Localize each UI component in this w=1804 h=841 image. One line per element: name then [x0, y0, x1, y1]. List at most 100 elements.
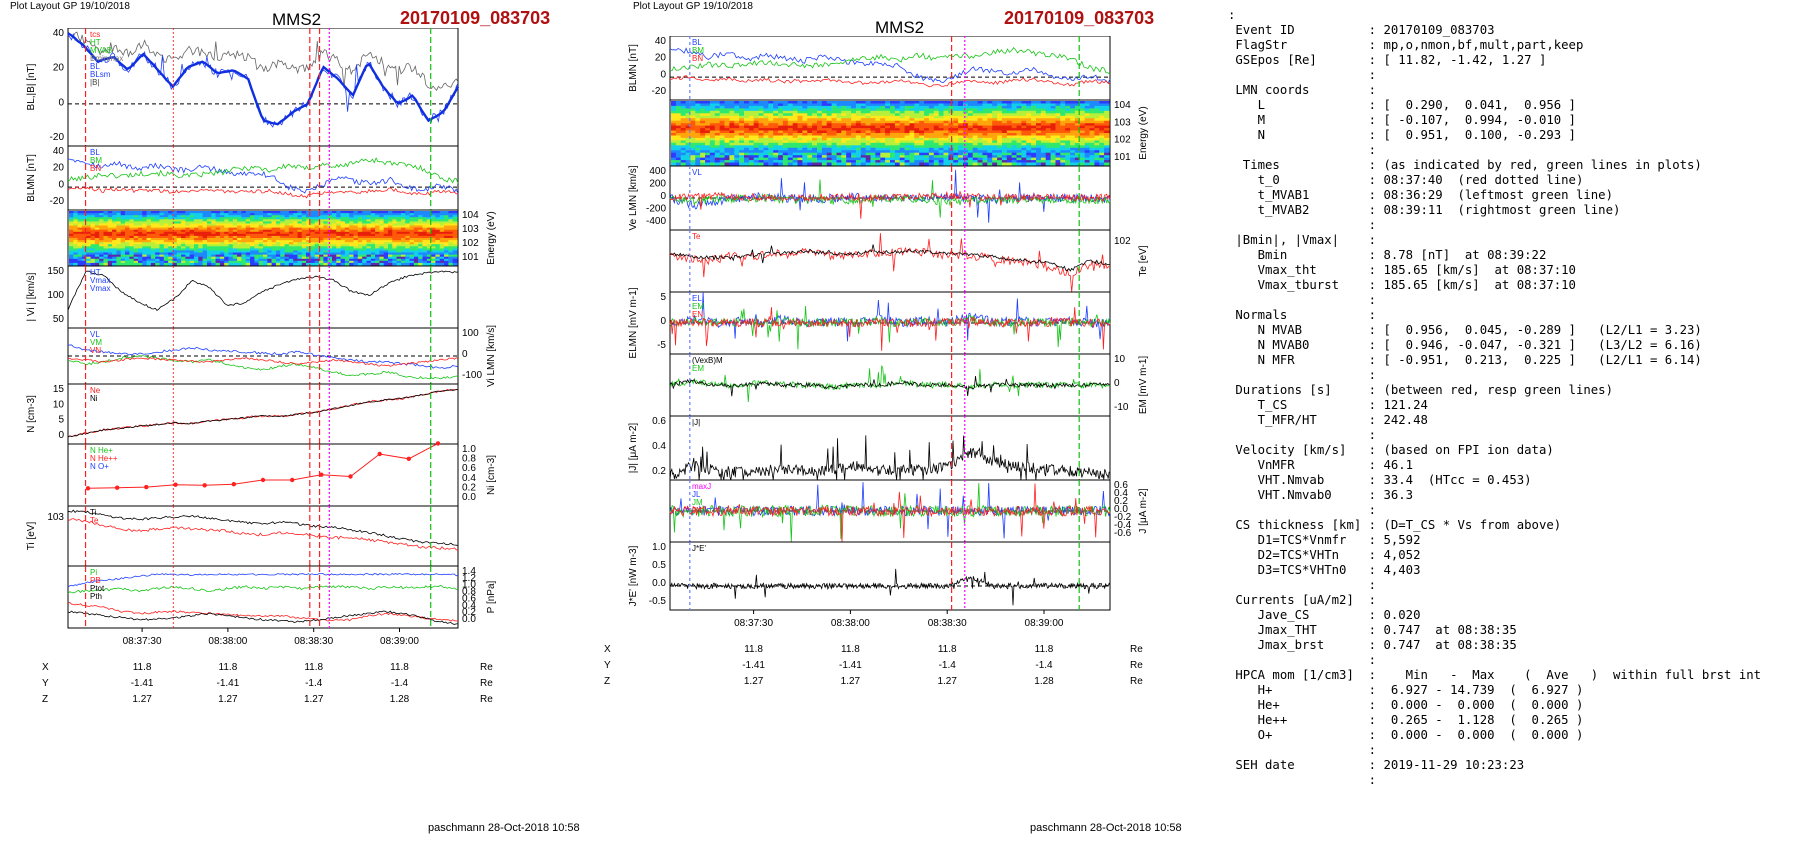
spectrogram-cell — [729, 118, 735, 122]
spectrogram-cell — [94, 213, 100, 216]
spectrogram-cell — [855, 162, 862, 166]
spectrogram-cell — [77, 238, 83, 241]
spectrogram-cell — [340, 248, 346, 252]
spectrogram-cell — [69, 242, 74, 245]
spectrogram-cell — [125, 235, 130, 239]
spectrogram-cell — [224, 219, 230, 222]
spectrogram-cell — [885, 123, 891, 127]
spectrogram-cell — [1031, 145, 1037, 149]
spectrogram-cell — [846, 103, 852, 107]
spectrogram-cell — [232, 248, 238, 252]
spectrogram-cell — [215, 235, 221, 239]
spectrogram-cell — [73, 211, 79, 214]
spectrogram-cell — [992, 137, 998, 141]
spectrogram-cell — [396, 215, 402, 218]
spectrogram-cell — [802, 125, 808, 129]
spectrogram-cell — [224, 211, 230, 214]
spectrogram-cell — [802, 118, 808, 122]
spectrogram-cell — [1099, 123, 1105, 127]
legend-entry: MVAB — [90, 46, 112, 55]
spectrogram-cell — [288, 250, 294, 254]
spectrogram-cell — [185, 223, 191, 227]
spectrogram-cell — [894, 157, 901, 161]
spectrogram-cell — [422, 223, 428, 227]
spectrogram-cell — [928, 125, 935, 129]
spectrogram-cell — [958, 157, 964, 161]
spectrogram-cell — [958, 147, 964, 151]
spectrogram-cell — [228, 262, 234, 266]
spectrogram-cell — [928, 118, 935, 122]
spectrogram-cell — [112, 240, 117, 243]
spectrogram-cell — [306, 246, 311, 249]
spectrogram-cell — [675, 125, 682, 129]
spectrogram-cell — [297, 213, 303, 216]
spectrogram-cell — [181, 213, 186, 216]
spectrogram-cell — [904, 140, 911, 144]
spectrogram-cell — [77, 250, 83, 254]
spectrogram-cell — [831, 103, 838, 107]
spectrogram-cell — [787, 113, 794, 117]
spectrogram-cell — [787, 123, 794, 127]
spectrogram-cell — [293, 213, 299, 216]
spectrogram-cell — [782, 128, 789, 132]
spectrogram-cell — [851, 108, 857, 112]
spectrogram-cell — [349, 211, 355, 214]
spectrogram-cell — [138, 262, 143, 266]
spectrogram-cell — [73, 262, 79, 266]
spectrogram-cell — [275, 250, 281, 254]
spectrogram-cell — [426, 244, 432, 247]
spectrogram-cell — [841, 103, 847, 107]
spectrogram-cell — [375, 225, 380, 229]
spectrogram-cell — [836, 157, 842, 161]
spectrogram-cell — [323, 223, 329, 227]
spectrogram-cell — [439, 231, 445, 235]
spectrogram-cell — [431, 231, 436, 235]
spectrogram-cell — [1045, 140, 1052, 144]
spectrogram-cell — [924, 133, 930, 137]
spectrogram-cell — [671, 133, 677, 137]
spectrogram-cell — [207, 258, 212, 262]
spectrogram-cell — [972, 101, 979, 105]
spectrogram-cell — [719, 118, 726, 122]
spectrogram-cell — [172, 244, 178, 247]
spectrogram-cell — [232, 235, 238, 239]
spectrogram-cell — [924, 155, 930, 159]
spectrogram-cell — [865, 103, 872, 107]
spectrogram-cell — [116, 211, 122, 214]
spectrogram-cell — [271, 262, 277, 266]
spectrogram-cell — [181, 252, 186, 256]
spectrogram-cell — [426, 217, 432, 220]
spectrogram-cell — [787, 147, 794, 151]
spectrogram-cell — [729, 115, 735, 119]
spectrogram-cell — [953, 137, 959, 141]
spectrogram-cell — [1079, 113, 1086, 117]
spectrogram-cell — [198, 250, 204, 254]
spectrogram-cell — [792, 157, 799, 161]
series-line — [67, 573, 459, 588]
spectrogram-cell — [685, 160, 692, 164]
spectrogram-cell — [997, 137, 1003, 141]
spectrogram-cell — [1021, 160, 1027, 164]
spectrogram-cell — [1094, 130, 1100, 134]
spectrogram-cell — [1065, 145, 1071, 149]
spectrogram-cell — [890, 103, 896, 107]
spectrogram-cell — [700, 155, 706, 159]
spectrogram-cell — [357, 250, 363, 254]
spectrogram-cell — [928, 150, 935, 154]
spectrogram-cell — [967, 110, 974, 114]
spectrogram-cell — [258, 219, 264, 222]
spectrogram-cell — [1055, 140, 1061, 144]
spectrogram-cell — [163, 254, 169, 258]
spectrogram-cell — [768, 142, 774, 146]
spectrogram-cell — [327, 235, 333, 239]
spectrogram-cell — [753, 118, 760, 122]
spectrogram-cell — [332, 262, 337, 266]
panel-frame — [67, 505, 459, 567]
spectrogram-cell — [99, 240, 105, 243]
legend-entry: Vmax — [90, 284, 110, 293]
spectrogram-cell — [293, 240, 299, 243]
spectrogram-cell — [914, 152, 920, 156]
